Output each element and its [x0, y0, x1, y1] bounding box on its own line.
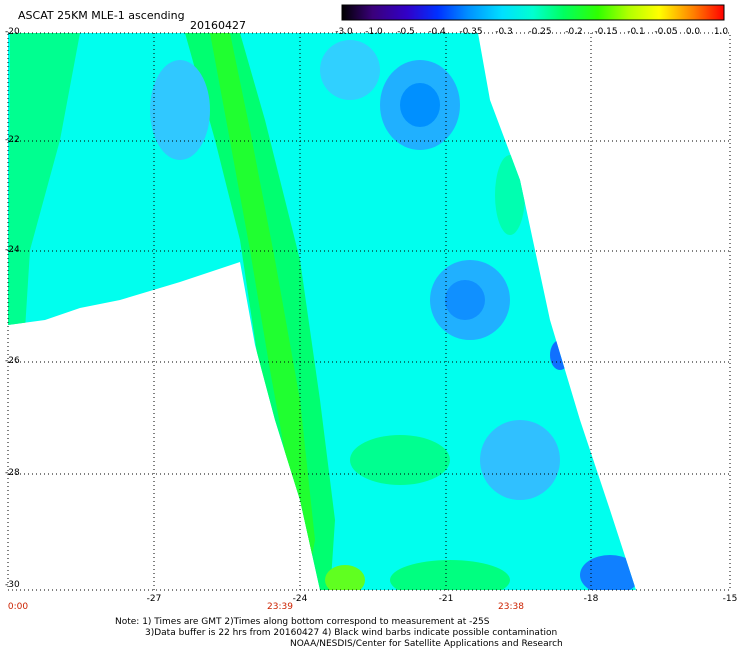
map-date: 20160427: [190, 19, 246, 32]
colorbar-label: -0.2: [565, 27, 583, 37]
note-line-1: Note: 1) Times are GMT 2)Times along bot…: [115, 617, 490, 627]
note-line-3: NOAA/NESDIS/Center for Satellite Applica…: [290, 639, 563, 649]
colorbar-label: -0.25: [528, 27, 552, 37]
map-title: ASCAT 25KM MLE-1 ascending: [18, 9, 185, 22]
note-line-2: 3)Data buffer is 22 hrs from 20160427 4)…: [145, 628, 558, 638]
colorbar-label: -0.1: [627, 27, 645, 37]
lat-label: -30: [5, 580, 20, 590]
time-label: 23:38: [498, 602, 524, 612]
lat-label: -20: [5, 27, 20, 37]
time-label: 0:00: [7, 602, 29, 612]
colorbar-label: -0.5: [397, 27, 415, 37]
lon-label: -15: [722, 594, 738, 604]
colorbar-label: -0.05: [654, 27, 678, 37]
wind-data-swath: [8, 33, 636, 590]
colorbar-label: -0.15: [594, 27, 618, 37]
lat-label: -22: [5, 135, 20, 145]
map-frame: [7, 32, 731, 591]
lat-label: -26: [5, 356, 20, 366]
lon-label: -24: [292, 594, 308, 604]
lon-label: -21: [438, 594, 454, 604]
lon-label: -27: [146, 594, 162, 604]
lat-label: -24: [5, 245, 20, 255]
lon-label: -18: [583, 594, 599, 604]
colorbar-label: -3.0: [335, 27, 353, 37]
graticule: [8, 33, 730, 590]
colorbar-label: 0.0: [685, 27, 701, 37]
colorbar: [341, 4, 725, 21]
time-label: 23:39: [267, 602, 293, 612]
colorbar-label: -0.3: [495, 27, 513, 37]
colorbar-label: -0.4: [428, 27, 446, 37]
colorbar-label: -1.0: [365, 27, 383, 37]
lat-label: -28: [5, 468, 20, 478]
colorbar-label: 1.0: [713, 27, 729, 37]
colorbar-label: -0.35: [459, 27, 483, 37]
